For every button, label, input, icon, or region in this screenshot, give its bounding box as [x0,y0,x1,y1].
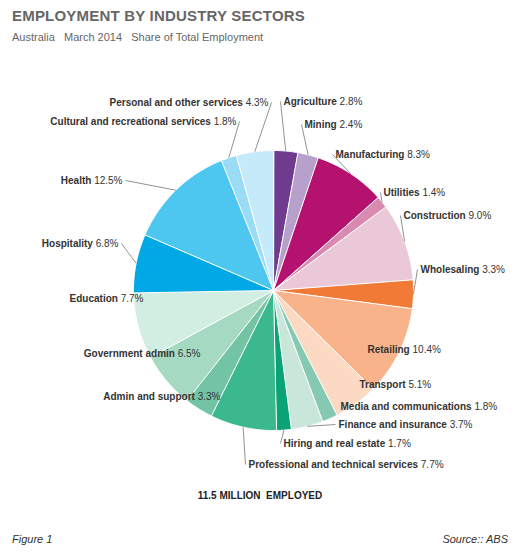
html-text:Australia March 2014 Share of: Australia March 2014 Share of Total Empl… [12,31,264,43]
svg-text:Hiring and real estate 1.7%: Hiring and real estate 1.7% [284,438,411,449]
html-text:Source:: ABS: Source:: ABS [442,533,508,545]
svg-text:Government admin 6.5%: Government admin 6.5% [84,348,201,359]
html-text:11.5 MILLION EMPLOYED: 11.5 MILLION EMPLOYED [197,490,323,501]
svg-text:Health 12.5%: Health 12.5% [61,175,123,186]
svg-text:Finance and insurance 3.7%: Finance and insurance 3.7% [339,419,473,430]
svg-text:Manufacturing 8.3%: Manufacturing 8.3% [336,149,431,160]
svg-text:Mining 2.4%: Mining 2.4% [305,119,363,130]
svg-text:Retailing 10.4%: Retailing 10.4% [368,344,441,355]
svg-text:Transport 5.1%: Transport 5.1% [360,379,432,390]
svg-text:Professional and technical ser: Professional and technical services 7.7% [249,459,444,470]
svg-text:Wholesaling 3.3%: Wholesaling 3.3% [421,264,506,275]
svg-text:Education 7.7%: Education 7.7% [70,293,144,304]
svg-text:Construction 9.0%: Construction 9.0% [404,210,492,221]
svg-text:Utilities 1.4%: Utilities 1.4% [384,187,446,198]
svg-text:Hospitality 6.8%: Hospitality 6.8% [42,238,119,249]
html-text:Figure 1: Figure 1 [12,533,53,545]
html-text:EMPLOYMENT BY INDUSTRY SECTORS: EMPLOYMENT BY INDUSTRY SECTORS [12,7,305,24]
svg-text:Cultural and recreational serv: Cultural and recreational services 1.8% [50,116,236,127]
svg-text:Personal and other services 4.: Personal and other services 4.3% [110,97,269,108]
svg-text:Admin and support 3.3%: Admin and support 3.3% [103,391,220,402]
svg-text:Media and communications 1.8%: Media and communications 1.8% [341,401,498,412]
svg-text:Agriculture 2.8%: Agriculture 2.8% [284,96,363,107]
